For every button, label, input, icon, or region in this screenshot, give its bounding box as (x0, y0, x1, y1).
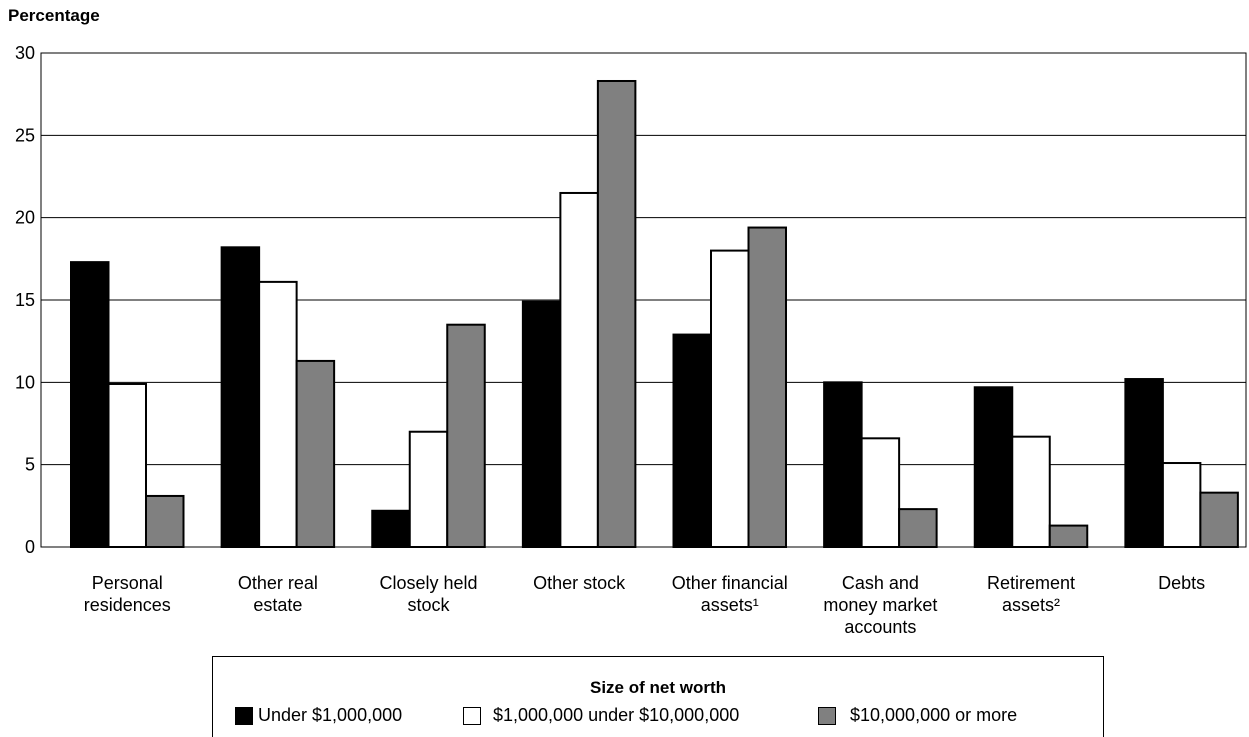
legend-swatch-white (463, 706, 481, 725)
bar-2-2 (446, 323, 486, 549)
bar-0-4 (672, 333, 712, 548)
bar-2-0 (145, 494, 185, 549)
y-tick-label: 5 (25, 455, 35, 475)
legend-item-10m-plus: $10,000,000 or more (818, 705, 1017, 726)
legend-swatch-black (235, 706, 253, 725)
y-tick-label: 0 (25, 537, 35, 557)
x-category-label: Debts (1158, 573, 1205, 593)
bar-1-6 (1011, 435, 1051, 549)
bar-1-5 (860, 437, 901, 549)
x-category-label: Retirement assets² (987, 573, 1075, 615)
x-category-label: Other financial assets¹ (672, 573, 788, 615)
bar-2-7 (1199, 491, 1239, 549)
bar-1-0 (107, 382, 147, 549)
y-tick-label: 30 (15, 43, 35, 63)
bar-1-4 (710, 249, 750, 548)
legend-item-1m-10m: $1,000,000 under $10,000,000 (463, 705, 739, 726)
bar-1-3 (559, 191, 599, 548)
legend-label: $1,000,000 under $10,000,000 (493, 705, 740, 725)
bar-0-2 (371, 509, 411, 549)
legend-label: $10,000,000 or more (850, 705, 1018, 725)
legend-item-under-1m: Under $1,000,000 (235, 705, 402, 726)
bar-2-5 (898, 508, 938, 549)
y-axis-title: Percentage (8, 6, 100, 25)
legend-label: Under $1,000,000 (258, 705, 403, 725)
bar-1-2 (408, 430, 449, 549)
bar-1-7 (1161, 462, 1202, 548)
bar-0-5 (823, 381, 863, 549)
bar-2-6 (1048, 524, 1089, 548)
bar-2-3 (596, 79, 637, 548)
y-tick-label: 25 (15, 125, 35, 145)
bar-0-3 (521, 300, 562, 548)
x-category-label: Cash and money market accounts (823, 573, 937, 637)
bar-0-0 (70, 261, 110, 548)
y-tick-label: 15 (15, 290, 35, 310)
x-category-label: Personal residences (84, 573, 171, 615)
y-tick-label: 20 (15, 208, 35, 228)
legend: Size of net worth Under $1,000,000 $1,00… (212, 656, 1104, 737)
bar-2-1 (295, 359, 336, 548)
bar-0-6 (973, 386, 1014, 549)
bar-0-7 (1124, 378, 1164, 549)
bar-0-1 (220, 246, 261, 548)
x-category-label: Closely held stock (379, 573, 477, 615)
plot-area-frame (40, 52, 1247, 548)
bar-1-1 (258, 280, 298, 548)
x-category-label: Other stock (533, 573, 626, 593)
bar-chart: 0 5 10 15 20 25 30 Personal residences Other real… (15, 43, 1247, 637)
y-tick-label: 10 (15, 372, 35, 392)
legend-title: Size of net worth (590, 678, 726, 697)
bar-2-4 (747, 226, 787, 548)
x-category-label: Other real estate (238, 573, 318, 615)
legend-swatch-gray (818, 706, 836, 725)
